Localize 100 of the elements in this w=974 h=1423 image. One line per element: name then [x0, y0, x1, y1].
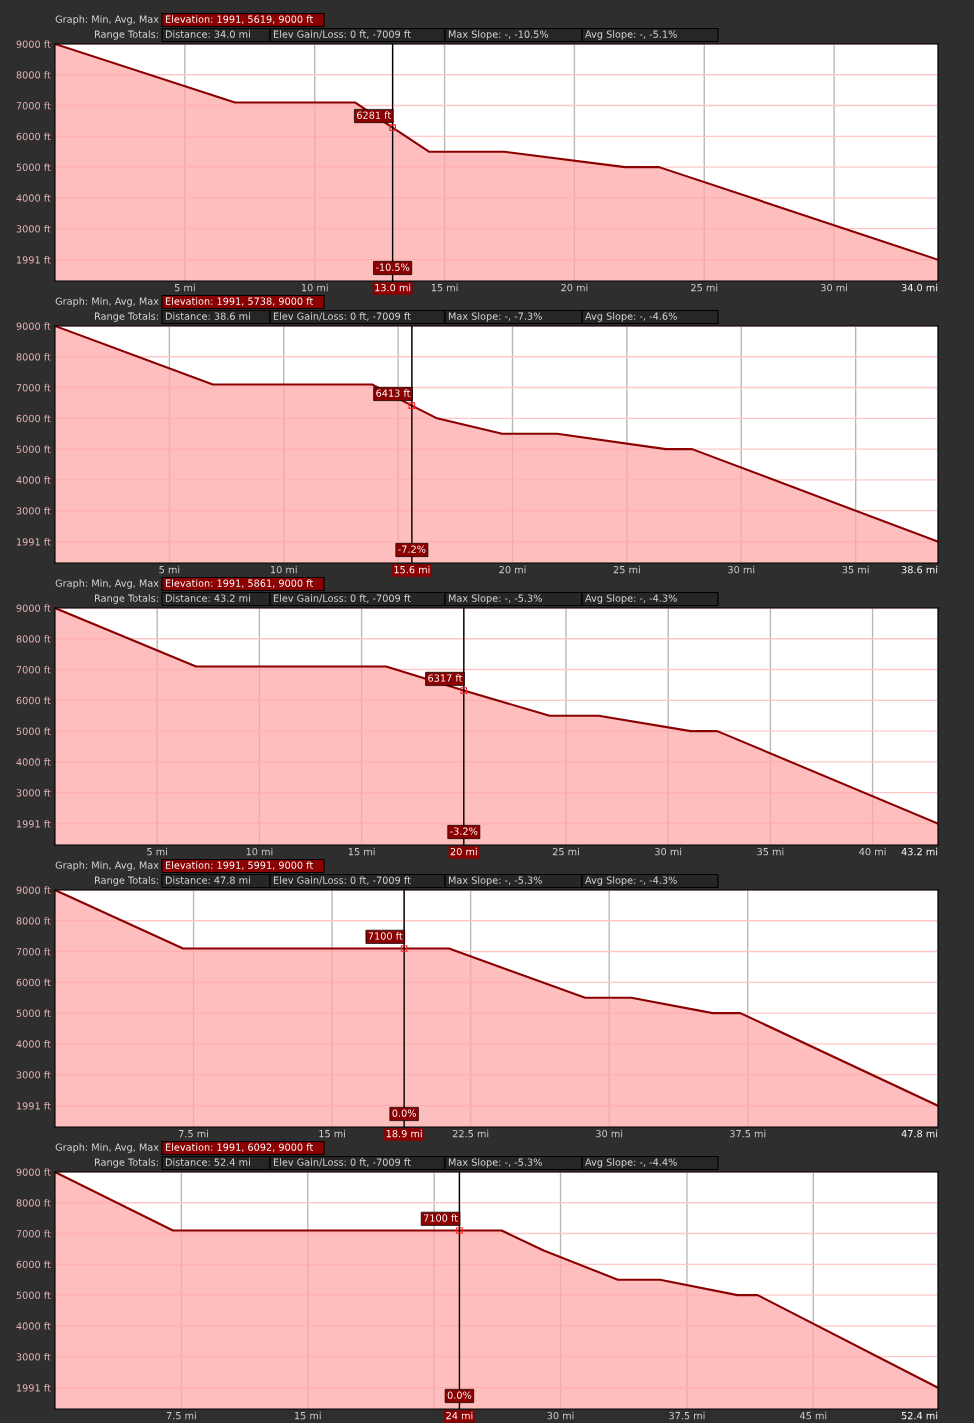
x-tick-label: 30 mi [547, 1411, 574, 1420]
x-tick-label: 35 mi [757, 847, 784, 856]
text: Elev Gain/Loss: 0 ft, -7009 ft [273, 876, 411, 885]
text: Elev Gain/Loss: 0 ft, -7009 ft [273, 30, 411, 39]
y-tick-label: 1991 ft [17, 256, 51, 264]
annotation: 6317 ft [428, 674, 463, 682]
annotation: 6281 ft [357, 111, 391, 119]
y-tick-label: 1991 ft [17, 1102, 51, 1110]
y-tick-label: 9000 ft [16, 40, 51, 48]
y-tick-label: 8000 ft [16, 1199, 51, 1207]
chart-subtitle: Elevation: 1991, 5991, 9000 ft [165, 861, 314, 870]
x-tick-label: 52.4 mi [901, 1411, 938, 1420]
chart-title: Graph: Min, Avg, Max [55, 579, 159, 589]
y-tick-label: 4000 ft [16, 758, 51, 766]
text: Max Slope: -, -7.3% [448, 312, 542, 322]
x-tick-label: 34.0 mi [901, 283, 938, 292]
y-tick-label: 7000 ft [16, 947, 51, 956]
text: Avg Slope: -, -5.1% [585, 30, 677, 40]
y-tick-label: 8000 ft [16, 635, 51, 643]
y-tick-label: 5000 ft [16, 445, 51, 453]
text: Distance: 38.6 mi [165, 312, 250, 320]
x-tick-label: 35 mi [842, 565, 869, 574]
y-tick-label: 9000 ft [16, 886, 51, 894]
chart-subtitle: Elevation: 1991, 5738, 9000 ft [165, 297, 314, 306]
text: Elev Gain/Loss: 0 ft, -7009 ft [273, 1158, 411, 1167]
y-tick-label: 4000 ft [16, 1322, 51, 1330]
annotation: -3.2% [450, 827, 478, 835]
x-tick-label: 7.5 mi [178, 1129, 208, 1138]
x-tick-label: 25 mi [691, 283, 718, 292]
y-tick-label: 3000 ft [16, 506, 51, 515]
text: Range Totals: [95, 1158, 158, 1168]
text: Elev Gain/Loss: 0 ft, -7009 ft [273, 312, 411, 321]
y-tick-label: 6000 ft [16, 414, 51, 423]
text: Distance: 34.0 mi [165, 30, 250, 38]
x-tick-label: 5 mi [147, 847, 168, 856]
text: Avg Slope: -, -4.6% [585, 312, 677, 322]
annotation: 0.0% [447, 1391, 472, 1399]
y-tick-label: 4000 ft [16, 1040, 51, 1048]
x-tick-label: 40 mi [859, 847, 886, 856]
x-tick-label: 37.5 mi [730, 1129, 766, 1138]
x-tick-label: 45 mi [799, 1411, 827, 1420]
y-tick-label: 7000 ft [16, 665, 51, 674]
y-tick-label: 5000 ft [16, 1009, 51, 1017]
x-tick-label: 5 mi [174, 283, 195, 292]
y-tick-label: 6000 ft [16, 132, 51, 141]
x-tick-label: 18.9 mi [386, 1129, 422, 1138]
x-tick-label: 10 mi [271, 565, 297, 574]
text: Max Slope: -, -5.3% [448, 594, 542, 604]
y-tick-label: 9000 ft [16, 604, 51, 612]
y-tick-label: 4000 ft [16, 194, 51, 202]
x-tick-label: 20 mi [499, 565, 526, 574]
annotation: 6413 ft [376, 389, 411, 397]
y-tick-label: 9000 ft [16, 1168, 51, 1176]
y-tick-label: 3000 ft [16, 1352, 51, 1361]
y-tick-label: 5000 ft [16, 727, 51, 735]
x-tick-label: 7.5 mi [166, 1411, 196, 1420]
y-tick-label: 1991 ft [17, 820, 51, 828]
text: Avg Slope: -, -4.3% [585, 594, 677, 604]
text: Max Slope: -, -5.3% [448, 876, 542, 886]
x-tick-label: 15.6 mi [394, 565, 430, 574]
y-tick-label: 1991 ft [17, 538, 51, 546]
x-tick-label: 30 mi [821, 283, 848, 292]
y-tick-label: 1991 ft [17, 1384, 51, 1392]
y-tick-label: 6000 ft [16, 696, 51, 705]
y-tick-label: 3000 ft [16, 1070, 51, 1079]
text: Avg Slope: -, -4.4% [585, 1158, 677, 1168]
chart-title: Graph: Min, Avg, Max [55, 1143, 159, 1153]
text: Distance: 52.4 mi [165, 1158, 250, 1166]
x-tick-label: 15 mi [295, 1411, 321, 1420]
y-tick-label: 8000 ft [16, 71, 51, 79]
text: Distance: 47.8 mi [165, 876, 250, 884]
x-tick-label: 37.5 mi [669, 1411, 705, 1420]
x-tick-label: 15 mi [431, 283, 458, 292]
x-tick-label: 30 mi [596, 1129, 623, 1138]
text: Max Slope: -, -10.5% [448, 30, 549, 40]
x-tick-label: 15 mi [319, 1129, 345, 1138]
chart-subtitle: Elevation: 1991, 5861, 9000 ft [165, 579, 314, 588]
x-tick-label: 43.2 mi [901, 847, 938, 856]
x-tick-label: 13.0 mi [375, 283, 411, 292]
annotation: 0.0% [392, 1109, 416, 1117]
text: Avg Slope: -, -4.3% [585, 876, 677, 886]
y-tick-label: 9000 ft [16, 322, 51, 330]
y-tick-label: 7000 ft [16, 1229, 51, 1238]
y-tick-label: 3000 ft [16, 224, 51, 233]
text: Range Totals: [95, 876, 158, 886]
y-tick-label: 4000 ft [16, 476, 51, 484]
x-tick-label: 47.8 mi [901, 1129, 938, 1138]
y-tick-label: 5000 ft [16, 163, 51, 171]
y-tick-label: 6000 ft [16, 1260, 51, 1269]
chart-title: Graph: Min, Avg, Max [55, 297, 159, 307]
chart-title: Graph: Min, Avg, Max [55, 15, 159, 25]
x-tick-label: 10 mi [246, 847, 273, 856]
annotation: 7100 ft [423, 1214, 458, 1222]
x-tick-label: 38.6 mi [901, 565, 938, 574]
x-tick-label: 10 mi [301, 283, 328, 292]
x-tick-label: 15 mi [348, 847, 375, 856]
text: Range Totals: [95, 30, 158, 40]
y-tick-label: 3000 ft [16, 788, 51, 797]
text: Range Totals: [95, 594, 158, 604]
text: Elev Gain/Loss: 0 ft, -7009 ft [273, 594, 411, 603]
